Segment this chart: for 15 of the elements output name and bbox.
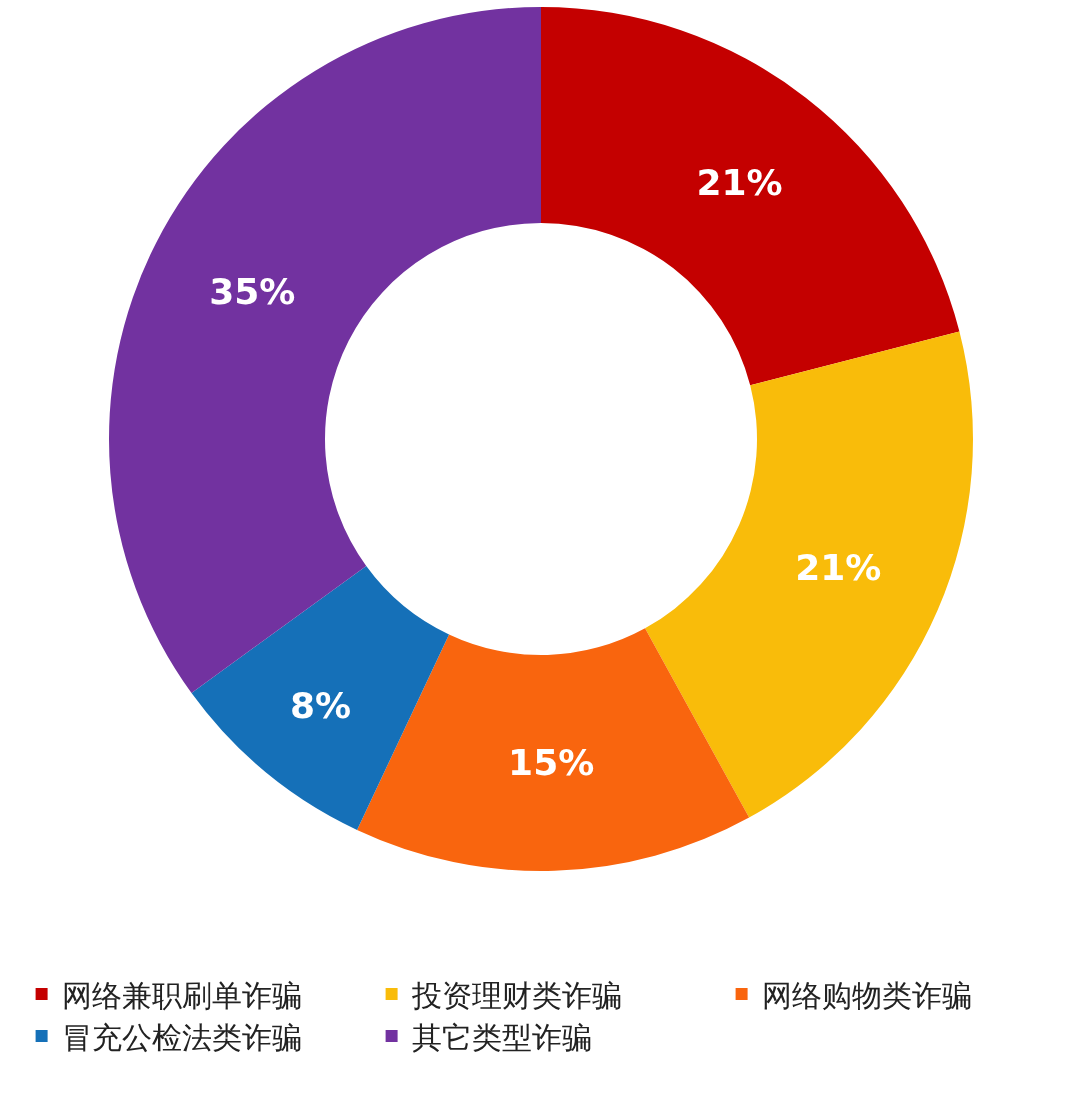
legend-label: 投资理财类诈骗 [410,977,622,1013]
donut-slice [541,7,960,386]
legend-label: 网络购物类诈骗 [761,977,972,1013]
legend-label: 网络兼职刷单诈骗 [61,977,302,1013]
legend-label: 其它类型诈骗 [411,1019,592,1055]
donut-slice [357,628,750,871]
data-label: 21% [795,547,882,589]
data-label: 8% [289,685,352,727]
donut-slice [109,7,541,693]
donut-slice [645,331,973,818]
data-label: 35% [209,271,296,313]
donut-slice [191,565,450,830]
data-label: 21% [696,162,783,204]
data-label: 15% [508,742,595,784]
legend-label: 冒充公检法类诈骗 [61,1019,302,1055]
